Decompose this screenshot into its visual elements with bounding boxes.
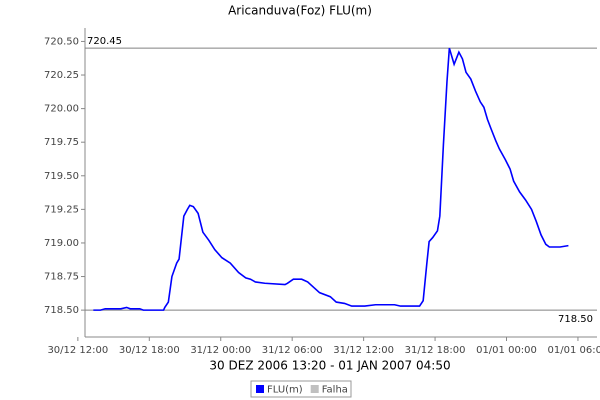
y-tick-label: 718.75 <box>44 272 79 283</box>
x-tick-label: 01/01 06:00 <box>548 345 600 356</box>
x-tick-label: 30/12 12:00 <box>47 345 108 356</box>
marker-label: 718.50 <box>558 314 593 325</box>
chart-title: Aricanduva(Foz) FLU(m) <box>228 4 372 18</box>
legend-box <box>250 380 352 398</box>
y-tick-label: 720.50 <box>44 36 79 47</box>
legend-label: FLU(m) <box>267 385 303 396</box>
x-tick-label: 31/12 18:00 <box>405 345 466 356</box>
y-tick-label: 720.00 <box>44 104 79 115</box>
x-tick-label: 31/12 06:00 <box>262 345 323 356</box>
plot-area <box>85 28 597 337</box>
x-axis-label: 30 DEZ 2006 13:20 - 01 JAN 2007 04:50 <box>209 359 450 373</box>
legend-swatch <box>310 385 319 393</box>
y-tick-label: 719.50 <box>44 171 79 182</box>
legend-swatch <box>256 385 264 393</box>
x-tick-label: 30/12 18:00 <box>119 345 180 356</box>
marker-label: 720.45 <box>87 36 122 47</box>
y-tick-label: 719.25 <box>44 204 79 215</box>
x-tick-label: 31/12 00:00 <box>190 345 251 356</box>
y-tick-label: 719.00 <box>44 238 79 249</box>
legend-label: Falha <box>322 385 348 396</box>
y-tick-label: 720.25 <box>44 70 79 81</box>
data-line <box>93 47 569 311</box>
x-tick-label: 31/12 12:00 <box>333 345 394 356</box>
y-tick-label: 719.75 <box>44 137 79 148</box>
y-tick-label: 718.50 <box>44 305 79 316</box>
x-tick-label: 01/01 00:00 <box>476 345 537 356</box>
